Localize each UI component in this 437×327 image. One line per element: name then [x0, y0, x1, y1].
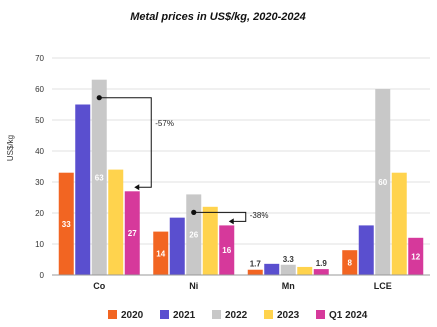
- bar-lce-2023: [391, 172, 407, 275]
- y-tick-label: 0: [40, 271, 45, 280]
- y-tick-label: 10: [35, 240, 44, 249]
- y-tick-label: 20: [35, 209, 44, 218]
- bar-lce-q1-2024: [408, 237, 424, 275]
- data-label: 3.3: [283, 255, 295, 264]
- data-label: 12: [411, 252, 420, 261]
- legend-swatch: [160, 310, 169, 319]
- category-label: Ni: [189, 281, 198, 291]
- bars: [58, 79, 424, 275]
- bar-mn-2023: [297, 266, 313, 275]
- legend-label: 2022: [225, 310, 248, 321]
- legend-swatch: [108, 310, 117, 319]
- bar-lce-2020: [342, 250, 358, 275]
- legend-swatch: [264, 310, 273, 319]
- category-label: Mn: [282, 281, 295, 291]
- y-tick-label: 30: [35, 178, 44, 187]
- bar-ni-2020: [153, 231, 169, 275]
- bar-mn-2021: [264, 263, 280, 275]
- y-axis-label: US$/kg: [6, 135, 15, 161]
- bar-co-2021: [75, 104, 91, 275]
- category-label: LCE: [374, 281, 392, 291]
- category-label: Co: [93, 281, 105, 291]
- bar-mn-2020: [247, 269, 263, 275]
- y-axis-ticks: 0 10 20 30 40 50 60 70: [35, 54, 44, 280]
- data-label: 14: [156, 249, 165, 258]
- data-label: 16: [222, 246, 231, 255]
- bar-ni-q1-2024: [219, 225, 235, 275]
- bar-co-q1-2024: [124, 191, 140, 275]
- legend-label: 2020: [121, 310, 144, 321]
- bar-ni-2023: [202, 206, 218, 275]
- annotation-arrowhead: [134, 184, 140, 191]
- chart-title: Metal prices in US$/kg, 2020-2024: [130, 11, 305, 23]
- y-tick-label: 60: [35, 85, 44, 94]
- annotation-label: -57%: [155, 119, 174, 128]
- y-tick-label: 70: [35, 54, 44, 63]
- y-tick-label: 40: [35, 147, 44, 156]
- y-tick-label: 50: [35, 116, 44, 125]
- bar-co-2023: [108, 169, 124, 275]
- bar-ni-2022: [186, 194, 202, 275]
- bar-co-2022: [91, 79, 107, 275]
- data-labels: 33 63 27 14 26 16 1.7 3.3 1.9 8 60 12: [62, 173, 421, 268]
- data-label: 8: [348, 259, 353, 268]
- bar-lce-2021: [358, 225, 374, 275]
- bar-co-2020: [58, 172, 74, 275]
- legend-label: 2023: [277, 310, 300, 321]
- legend-label: 2021: [173, 310, 196, 321]
- data-label: 26: [189, 231, 198, 240]
- annotation-connector: [193, 211, 247, 222]
- data-label: 63: [95, 173, 104, 182]
- data-label: 1.9: [316, 259, 328, 268]
- annotation-label: -38%: [250, 211, 269, 220]
- bar-mn-q1-2024: [313, 269, 329, 275]
- data-label: 27: [128, 229, 137, 238]
- legend-swatch: [316, 310, 325, 319]
- x-axis-categories: Co Ni Mn LCE: [93, 281, 392, 291]
- legend: 2020 2021 2022 2023 Q1 2024: [108, 310, 368, 321]
- bar-ni-2021: [169, 217, 185, 275]
- data-label: 1.7: [250, 260, 262, 269]
- bar-mn-2022: [280, 264, 296, 275]
- data-label: 60: [378, 178, 387, 187]
- annotation-arrowhead: [228, 218, 234, 225]
- annotations: -57% -38%: [96, 95, 269, 225]
- legend-swatch: [212, 310, 221, 319]
- annotation-connector: [99, 97, 152, 188]
- bar-lce-2022: [375, 89, 391, 275]
- legend-label: Q1 2024: [329, 310, 368, 321]
- data-label: 33: [62, 220, 71, 229]
